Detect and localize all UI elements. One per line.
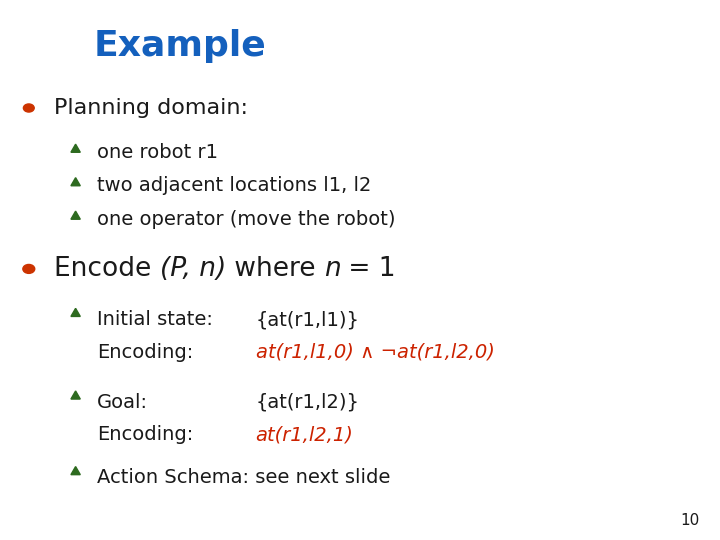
Circle shape <box>23 265 35 273</box>
Polygon shape <box>71 144 81 152</box>
Text: one operator (move the robot): one operator (move the robot) <box>97 210 396 229</box>
Text: = 1: = 1 <box>341 256 396 282</box>
Text: Encoding:: Encoding: <box>97 425 194 444</box>
Text: {at(r1,l1)}: {at(r1,l1)} <box>256 310 359 329</box>
Text: n: n <box>324 256 341 282</box>
Text: Planning domain:: Planning domain: <box>54 98 248 118</box>
Text: Action Schema: see next slide: Action Schema: see next slide <box>97 468 390 488</box>
Text: two adjacent locations l1, l2: two adjacent locations l1, l2 <box>97 176 372 195</box>
Text: Goal:: Goal: <box>97 393 148 412</box>
Circle shape <box>23 104 35 112</box>
Text: 10: 10 <box>680 513 700 528</box>
Text: (P, n): (P, n) <box>160 256 226 282</box>
Polygon shape <box>71 467 81 475</box>
Text: Example: Example <box>94 29 266 63</box>
Text: where: where <box>226 256 324 282</box>
Polygon shape <box>71 211 81 219</box>
Text: {at(r1,l2)}: {at(r1,l2)} <box>256 393 359 412</box>
Text: Initial state:: Initial state: <box>97 310 213 329</box>
Polygon shape <box>71 391 81 399</box>
Polygon shape <box>71 178 81 186</box>
Text: Encode: Encode <box>54 256 160 282</box>
Text: one robot r1: one robot r1 <box>97 143 218 162</box>
Text: at(r1,l2,1): at(r1,l2,1) <box>256 425 354 444</box>
Polygon shape <box>71 308 81 316</box>
Text: Encoding:: Encoding: <box>97 342 194 362</box>
Text: at(r1,l1,0) ∧ ¬at(r1,l2,0): at(r1,l1,0) ∧ ¬at(r1,l2,0) <box>256 342 495 362</box>
